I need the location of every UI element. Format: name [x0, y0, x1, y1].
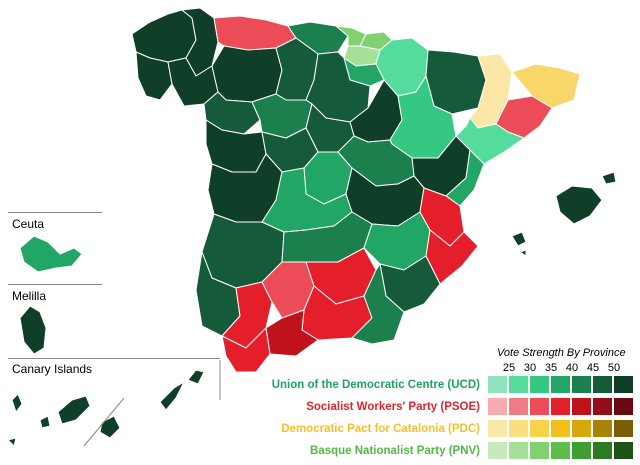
legend-swatch	[593, 376, 612, 393]
province-pontevedra	[135, 51, 173, 101]
canary-la-palma	[11, 393, 23, 413]
legend-swatch	[551, 398, 570, 415]
legend-swatch	[614, 398, 633, 415]
legend-party-pnv: Basque Nationalist Party (PNV)	[310, 445, 480, 457]
melilla-rule	[8, 284, 102, 285]
province-baleares-formentera	[519, 249, 527, 257]
canary-gomera	[39, 415, 51, 429]
province-baleares-ibiza	[511, 231, 527, 247]
ceuta-rule	[8, 212, 102, 213]
scale-label-45: 45	[586, 362, 600, 374]
legend-swatch	[593, 398, 612, 415]
canary-el-hierro	[7, 437, 17, 447]
ceuta-shape	[19, 235, 83, 273]
legend-swatch	[509, 420, 528, 437]
legend-swatch	[614, 420, 633, 437]
canary-gran-canaria	[99, 415, 121, 439]
legend-swatch	[551, 420, 570, 437]
province-malaga	[265, 309, 319, 357]
scale-label-40: 40	[565, 362, 579, 374]
legend-swatch	[530, 442, 549, 459]
legend-swatch	[572, 442, 591, 459]
legend-party-psoe: Socialist Workers' Party (PSOE)	[306, 401, 480, 413]
ceuta-label: Ceuta	[12, 217, 45, 231]
legend-swatch	[509, 442, 528, 459]
legend-swatch	[572, 398, 591, 415]
province-huesca	[425, 49, 487, 115]
canary-fuerteventura	[159, 381, 185, 411]
legend-swatch	[488, 420, 507, 437]
canary-rule	[8, 358, 220, 359]
legend-swatch	[488, 442, 507, 459]
legend-swatch	[530, 376, 549, 393]
legend-swatch	[593, 420, 612, 437]
legend-swatch	[593, 442, 612, 459]
province-leon	[211, 45, 283, 103]
legend-swatch	[614, 376, 633, 393]
legend-swatch	[614, 442, 633, 459]
inset-divider-canary	[83, 397, 125, 447]
province-baleares-mallorca	[555, 185, 603, 225]
legend-swatch	[551, 442, 570, 459]
canary-lanzarote	[187, 369, 205, 385]
legend-party-pdc: Democratic Pact for Catalonia (PDC)	[281, 423, 480, 435]
scale-label-50: 50	[607, 362, 621, 374]
legend-swatch	[551, 376, 570, 393]
legend-swatch	[530, 420, 549, 437]
legend-swatch	[509, 376, 528, 393]
legend-swatch	[488, 398, 507, 415]
legend-party-ucd: Union of the Democratic Centre (UCD)	[271, 379, 480, 391]
canary-label: Canary Islands	[12, 362, 93, 376]
legend-swatch	[509, 398, 528, 415]
legend-swatch	[572, 420, 591, 437]
melilla-label: Melilla	[12, 289, 47, 303]
legend-swatch	[488, 376, 507, 393]
province-baleares-menorca	[601, 171, 617, 185]
canary-tenerife	[57, 395, 91, 425]
melilla-shape	[19, 305, 47, 355]
province-almeria	[351, 263, 405, 345]
legend-swatch	[572, 376, 591, 393]
scale-label-35: 35	[544, 362, 558, 374]
scale-label-25: 25	[502, 362, 516, 374]
province-cadiz	[221, 327, 271, 373]
scale-label-30: 30	[523, 362, 537, 374]
legend-swatch	[530, 398, 549, 415]
legend-title: Vote Strength By Province	[497, 347, 626, 359]
